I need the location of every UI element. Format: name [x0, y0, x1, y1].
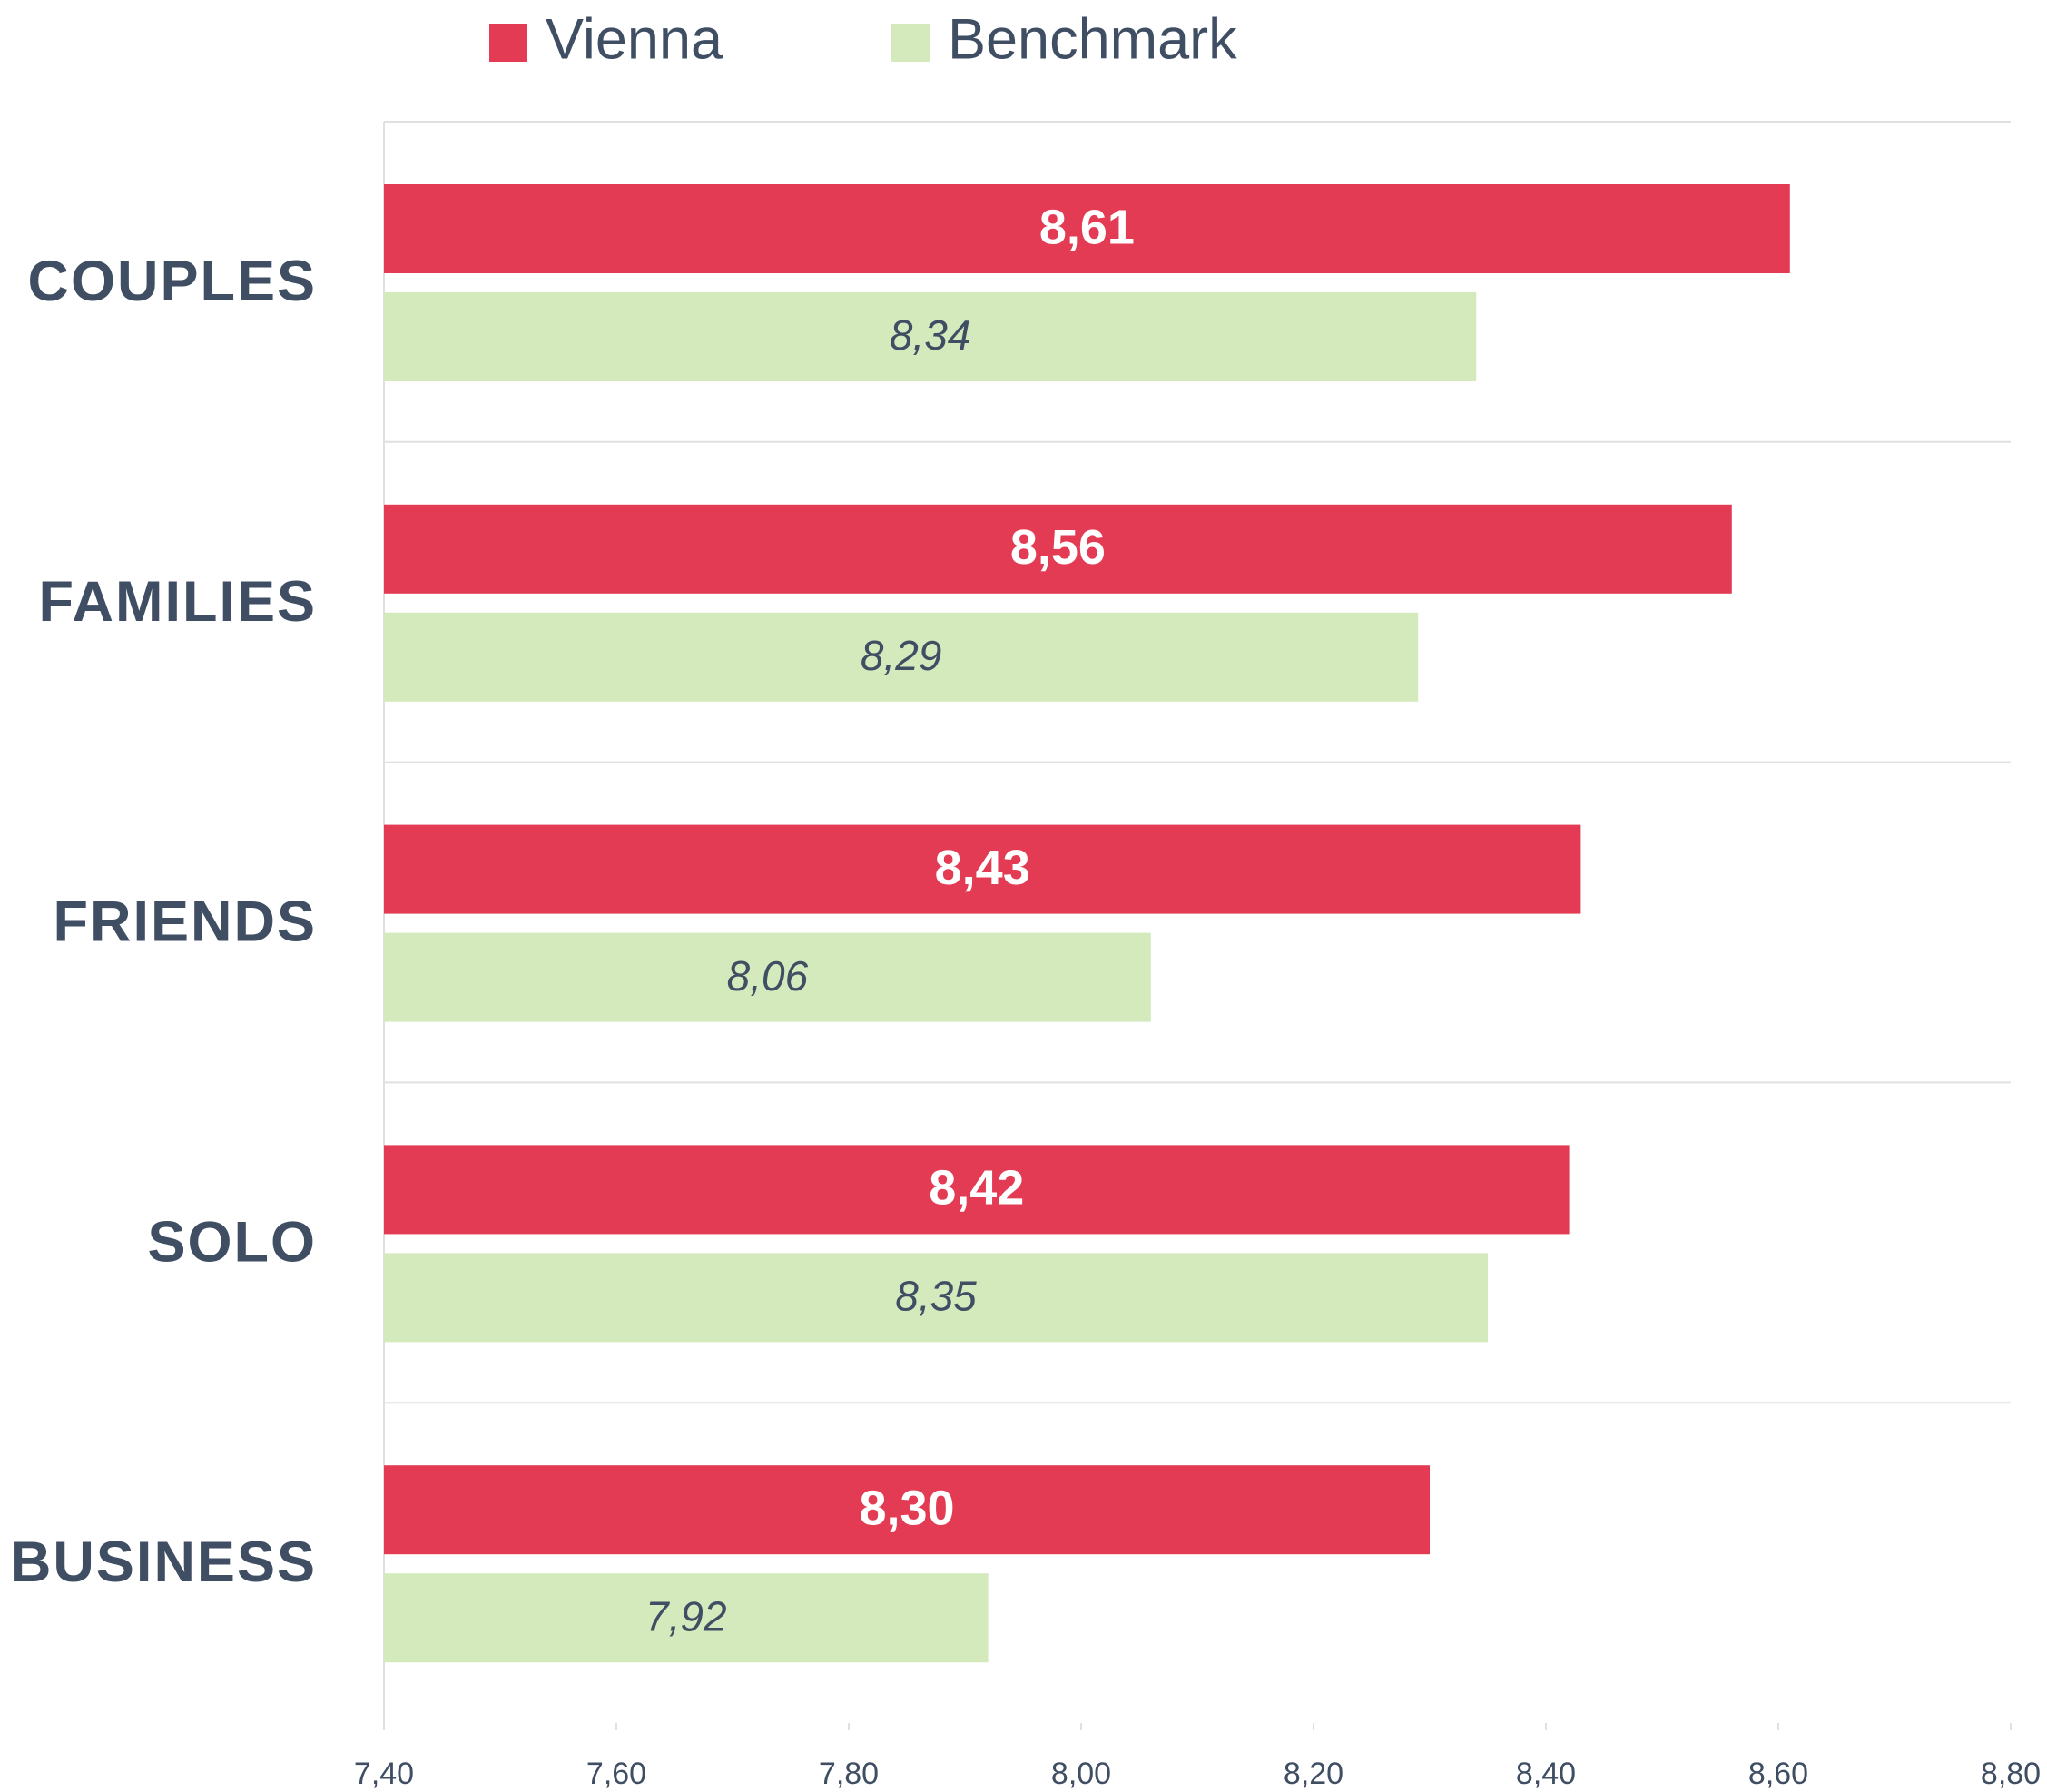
legend-label: Benchmark	[948, 8, 1237, 72]
bar	[384, 1253, 1488, 1343]
bar	[384, 184, 1790, 273]
x-tick-label: 7,80	[819, 1757, 879, 1791]
bar	[384, 1465, 1430, 1555]
category-label: COUPLES	[27, 250, 317, 313]
data-label: 8,29	[861, 632, 942, 679]
category-label: FRIENDS	[53, 891, 317, 954]
category-label: SOLO	[147, 1210, 317, 1274]
data-label: 8,42	[929, 1161, 1024, 1216]
x-tick-label: 8,60	[1748, 1757, 1808, 1791]
data-label: 8,61	[1039, 200, 1135, 254]
legend-swatch	[489, 24, 527, 62]
bar	[384, 932, 1151, 1022]
x-tick-label: 7,40	[354, 1757, 414, 1791]
bar	[384, 824, 1581, 914]
x-tick-label: 7,60	[586, 1757, 646, 1791]
category-label: FAMILIES	[38, 570, 317, 634]
data-label: 7,92	[645, 1592, 727, 1639]
data-label: 8,56	[1010, 520, 1106, 575]
data-label: 8,43	[935, 841, 1030, 895]
x-tick-label: 8,00	[1051, 1757, 1111, 1791]
legend-swatch	[891, 24, 930, 62]
data-label: 8,35	[895, 1273, 977, 1320]
bar	[384, 504, 1732, 594]
category-label: BUSINESS	[10, 1531, 317, 1594]
data-label: 8,34	[890, 311, 971, 359]
legend-label: Vienna	[546, 8, 723, 72]
bar	[384, 292, 1477, 381]
bar	[384, 1145, 1570, 1235]
data-label: 8,30	[859, 1481, 954, 1535]
x-tick-label: 8,40	[1516, 1757, 1576, 1791]
data-label: 8,06	[727, 952, 809, 999]
x-tick-label: 8,80	[1981, 1757, 2041, 1791]
bar	[384, 1573, 989, 1663]
bar	[384, 612, 1419, 702]
x-tick-label: 8,20	[1284, 1757, 1343, 1791]
